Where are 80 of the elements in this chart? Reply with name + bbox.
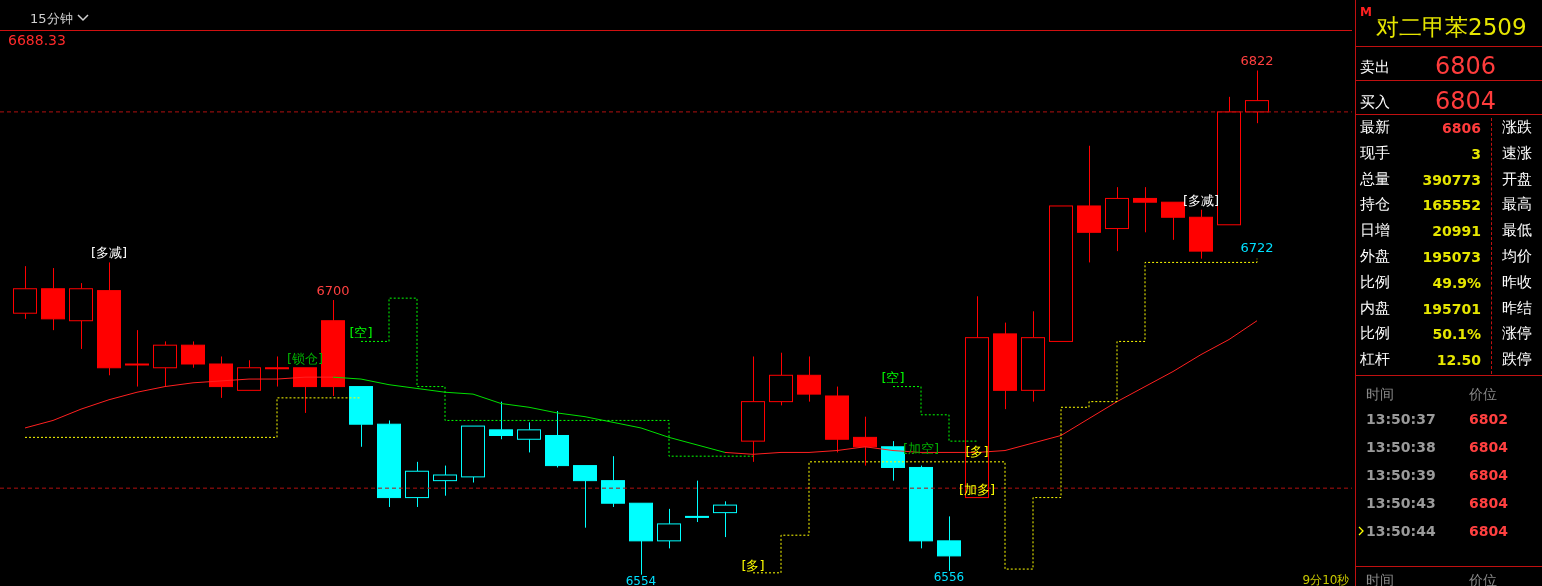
text: 昨收 — [1502, 272, 1532, 291]
candlestick — [153, 340, 177, 388]
category-label: 比例 — [1360, 324, 1390, 343]
text: 跌停 — [1502, 350, 1532, 369]
candlestick — [377, 419, 401, 508]
text: 6804 — [1435, 87, 1497, 115]
text: 50.1% — [1432, 326, 1481, 343]
text: 13:50:44 — [1366, 523, 1436, 539]
text: 开盘 — [1502, 169, 1532, 188]
candlestick — [41, 267, 65, 331]
candlestick — [265, 355, 289, 388]
category-label: 现手 — [1360, 143, 1390, 162]
text: 6804 — [1469, 495, 1508, 511]
annotation: 6822 — [1240, 53, 1274, 69]
text: 6804 — [1469, 523, 1508, 539]
text: 均价 — [1502, 247, 1532, 265]
candlestick — [1133, 186, 1157, 233]
text: 12.50 — [1436, 352, 1481, 369]
category-label: 外盘 — [1360, 247, 1390, 265]
category-label: 内盘 — [1360, 298, 1390, 317]
text: 6806 — [1442, 120, 1481, 136]
text: 13:50:43 — [1366, 495, 1436, 511]
text: 时间 — [1366, 386, 1394, 402]
annotation: 6688.33 — [8, 32, 66, 48]
text: 最低 — [1502, 221, 1532, 240]
text: 涨停 — [1502, 324, 1532, 343]
candlestick — [1021, 310, 1045, 403]
text: 390773 — [1422, 171, 1481, 188]
text: 13:50:39 — [1366, 467, 1436, 483]
annotation: [空] — [881, 369, 905, 385]
annotation: [多] — [741, 557, 765, 573]
text: 对二甲苯2509 — [1376, 14, 1527, 40]
candlestick — [937, 515, 961, 572]
text: 最高 — [1502, 195, 1532, 214]
text: 20991 — [1432, 223, 1481, 240]
text: 昨结 — [1502, 298, 1532, 317]
candlestick — [853, 416, 877, 467]
text: 195701 — [1422, 300, 1481, 317]
text: 13:50:37 — [1366, 411, 1436, 427]
text: 6806 — [1435, 52, 1497, 80]
candlestick — [1105, 186, 1129, 252]
annotation: 6556 — [933, 570, 965, 585]
annotation: [空] — [349, 324, 373, 340]
category-label: 比例 — [1360, 272, 1390, 291]
text: 15分钟 — [30, 10, 73, 26]
annotation: [多减] — [1182, 192, 1220, 208]
candlestick — [1077, 145, 1101, 263]
text: 165552 — [1422, 197, 1481, 214]
annotation: 6554 — [625, 574, 657, 586]
text: 49.9% — [1432, 274, 1481, 291]
annotation: 6722 — [1240, 240, 1274, 256]
text: 涨跌 — [1502, 118, 1532, 136]
text: 9分10秒 — [1302, 572, 1350, 586]
annotation: [锁仓] — [286, 350, 324, 366]
text: 3 — [1471, 145, 1481, 162]
text: 时间 — [1366, 572, 1394, 586]
category-label: 日增 — [1360, 221, 1390, 240]
candlestick — [993, 322, 1017, 410]
text: 195073 — [1422, 249, 1481, 265]
category-label: 杠杆 — [1360, 350, 1390, 369]
text: 速涨 — [1502, 143, 1532, 162]
category-label: 卖出 — [1360, 58, 1390, 76]
candlestick — [1245, 70, 1269, 124]
text: 6804 — [1469, 439, 1508, 455]
annotation: 6700 — [316, 282, 350, 298]
category-label: 总量 — [1360, 169, 1390, 188]
category-label: 最新 — [1360, 118, 1390, 136]
candlestick — [741, 355, 765, 463]
text: M — [1360, 5, 1372, 19]
text: 6802 — [1469, 411, 1508, 427]
text: 13:50:38 — [1366, 439, 1436, 455]
candlestick — [405, 461, 429, 508]
text: 6804 — [1469, 467, 1508, 483]
candlestick — [125, 329, 149, 388]
category-label: 买入 — [1360, 93, 1390, 111]
annotation: [多减] — [90, 244, 128, 260]
text: 价位 — [1469, 572, 1497, 586]
category-label: 持仓 — [1360, 195, 1390, 214]
text: 价位 — [1469, 386, 1497, 402]
candlestick — [321, 299, 345, 397]
